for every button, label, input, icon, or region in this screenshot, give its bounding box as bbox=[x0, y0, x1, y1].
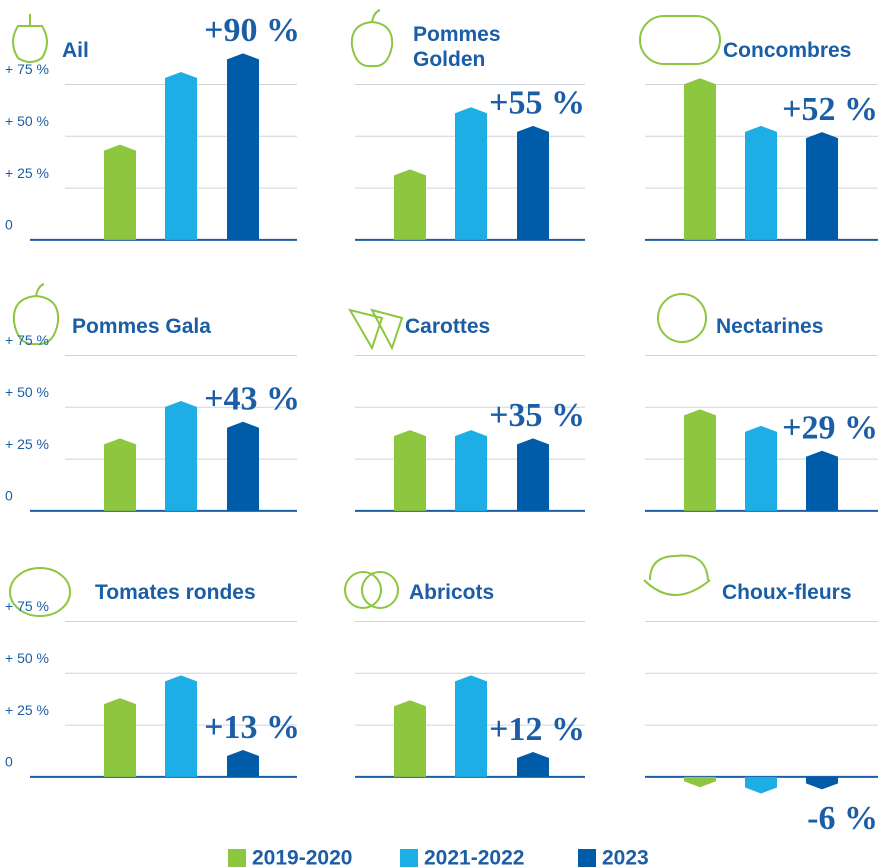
bar bbox=[394, 700, 426, 777]
value-label: +35 % bbox=[489, 397, 585, 434]
icon-carrot bbox=[347, 308, 404, 351]
value-label: +12 % bbox=[489, 711, 585, 748]
icon-cauliflower bbox=[643, 554, 711, 596]
panel-title: Pommes Gala bbox=[72, 315, 211, 338]
bar bbox=[165, 401, 197, 511]
value-label: -6 % bbox=[807, 800, 878, 837]
value-label: +13 % bbox=[204, 709, 300, 746]
icon-apple bbox=[12, 283, 60, 346]
y-tick-label: + 75 % bbox=[5, 61, 49, 77]
icon-apple bbox=[350, 9, 394, 68]
bar bbox=[684, 776, 716, 788]
bar bbox=[745, 776, 777, 794]
bar bbox=[455, 675, 487, 777]
icon-garlic bbox=[12, 14, 48, 63]
y-tick-label: 0 bbox=[5, 488, 13, 504]
bar bbox=[394, 169, 426, 240]
bar bbox=[745, 125, 777, 240]
bar bbox=[745, 425, 777, 511]
legend-swatch bbox=[578, 849, 596, 867]
bar bbox=[684, 78, 716, 240]
bar bbox=[104, 438, 136, 511]
legend-label: 2021-2022 bbox=[424, 847, 524, 867]
bar bbox=[227, 421, 259, 511]
legend-label: 2019-2020 bbox=[252, 847, 352, 867]
panel-title: Choux-fleurs bbox=[722, 581, 852, 604]
value-label: +29 % bbox=[782, 410, 878, 447]
y-tick-label: 0 bbox=[5, 754, 13, 770]
bar bbox=[806, 776, 838, 790]
icon-nectarine bbox=[657, 293, 707, 343]
bar bbox=[517, 438, 549, 511]
legend-swatch bbox=[228, 849, 246, 867]
bar bbox=[806, 132, 838, 240]
bar bbox=[227, 749, 259, 777]
panel-title: Pommes Golden bbox=[413, 23, 501, 71]
icon-apricot bbox=[361, 571, 399, 609]
icons bbox=[9, 9, 721, 617]
bar bbox=[165, 675, 197, 777]
bar bbox=[806, 450, 838, 511]
icon-apricot bbox=[344, 571, 382, 609]
panel-title: Ail bbox=[62, 39, 89, 62]
icon-tomato bbox=[9, 567, 71, 617]
bar bbox=[394, 430, 426, 511]
panel-title: Abricots bbox=[409, 581, 495, 604]
bar bbox=[517, 752, 549, 777]
bar bbox=[517, 125, 549, 240]
bar bbox=[227, 53, 259, 240]
y-tick-label: + 25 % bbox=[5, 165, 49, 181]
y-tick-label: 0 bbox=[5, 217, 13, 233]
y-tick-label: + 50 % bbox=[5, 384, 49, 400]
panel-title: Nectarines bbox=[716, 315, 824, 338]
legend-swatch bbox=[400, 849, 418, 867]
y-tick-label: + 75 % bbox=[5, 598, 49, 614]
value-label: +55 % bbox=[489, 85, 585, 122]
value-label: +90 % bbox=[204, 12, 300, 49]
panel-title: Concombres bbox=[723, 39, 852, 62]
value-label: +52 % bbox=[782, 91, 878, 128]
bar bbox=[104, 698, 136, 777]
y-tick-label: + 25 % bbox=[5, 702, 49, 718]
bar bbox=[165, 72, 197, 240]
y-tick-label: + 50 % bbox=[5, 113, 49, 129]
legend-label: 2023 bbox=[602, 847, 649, 867]
y-tick-label: + 50 % bbox=[5, 650, 49, 666]
icon-cucumber bbox=[639, 15, 721, 65]
bar bbox=[684, 409, 716, 511]
bar bbox=[104, 144, 136, 240]
bar bbox=[455, 107, 487, 240]
panel-title: Carottes bbox=[405, 315, 491, 338]
y-tick-label: + 25 % bbox=[5, 436, 49, 452]
bar bbox=[455, 430, 487, 511]
value-label: +43 % bbox=[204, 381, 300, 418]
y-tick-label: + 75 % bbox=[5, 332, 49, 348]
panel-title: Tomates rondes bbox=[95, 581, 256, 604]
